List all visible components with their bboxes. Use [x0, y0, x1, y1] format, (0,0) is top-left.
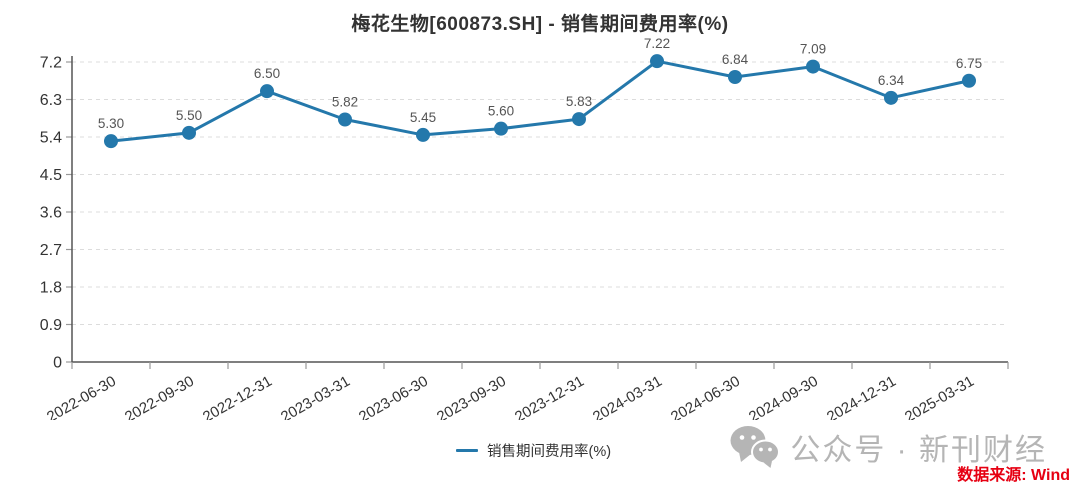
wechat-icon [730, 426, 781, 468]
data-point[interactable] [416, 127, 430, 142]
data-point[interactable] [728, 70, 742, 84]
legend-item[interactable]: 销售期间费用率(%) [456, 441, 612, 460]
data-point[interactable] [104, 134, 118, 149]
data-point-label: 7.09 [800, 42, 826, 57]
data-point-label: 6.84 [722, 52, 749, 67]
data-point[interactable] [338, 112, 352, 127]
data-point-label: 6.34 [878, 73, 905, 88]
series-line [110, 59, 970, 143]
data-point-label: 6.75 [956, 56, 982, 71]
x-tick-label: 2022-09-30 [122, 373, 197, 420]
data-point-label: 5.82 [332, 95, 358, 110]
x-tick-label: 2025-03-31 [902, 373, 977, 420]
data-source-label: 数据来源: Wind [957, 467, 1070, 484]
y-tick-label: 6.3 [40, 92, 62, 109]
data-point-label: 5.45 [410, 110, 436, 125]
data-point-label: 5.50 [176, 108, 202, 123]
legend-label: 销售期间费用率(%) [487, 443, 612, 460]
data-point[interactable] [650, 54, 664, 69]
y-tick-label: 3.6 [40, 205, 62, 222]
data-point-label: 7.22 [644, 36, 670, 51]
data-point[interactable] [494, 121, 508, 136]
watermark: 公众号 · 新刊财经 [728, 425, 1047, 469]
legend-line-marker [456, 448, 478, 452]
data-point[interactable] [260, 84, 274, 99]
data-point[interactable] [962, 73, 976, 88]
x-tick-label: 2022-06-30 [44, 373, 119, 420]
x-tick-label: 2023-09-30 [434, 373, 509, 420]
y-tick-label: 5.4 [40, 130, 62, 147]
y-tick-label: 2.7 [40, 242, 62, 259]
chart-title: 梅花生物[600873.SH] - 销售期间费用率(%) [351, 14, 729, 35]
y-tick-label: 0 [53, 355, 62, 372]
x-tick-label: 2024-12-31 [824, 373, 899, 420]
y-tick-label: 0.9 [40, 317, 62, 334]
x-tick-label: 2024-09-30 [746, 373, 821, 420]
data-point[interactable] [806, 59, 820, 74]
x-tick-label: 2023-06-30 [356, 373, 431, 420]
x-tick-label: 2023-12-31 [512, 373, 587, 420]
data-point-label: 5.83 [566, 94, 592, 109]
x-tick-label: 2024-06-30 [668, 373, 743, 420]
data-point[interactable] [884, 90, 898, 105]
x-tick-label: 2024-03-31 [590, 373, 665, 420]
data-point-label: 5.30 [98, 116, 124, 131]
data-point[interactable] [182, 125, 196, 140]
y-tick-label: 4.5 [40, 167, 62, 184]
y-tick-label: 1.8 [40, 280, 62, 297]
watermark-brand: 公众号 · 新刊财经 [790, 434, 1047, 467]
data-point-label: 5.60 [488, 104, 514, 119]
data-point[interactable] [572, 112, 586, 127]
x-tick-label: 2023-03-31 [278, 373, 353, 420]
data-point-label: 6.50 [254, 66, 280, 81]
x-tick-label: 2022-12-31 [200, 373, 275, 420]
y-tick-label: 7.2 [40, 55, 62, 72]
